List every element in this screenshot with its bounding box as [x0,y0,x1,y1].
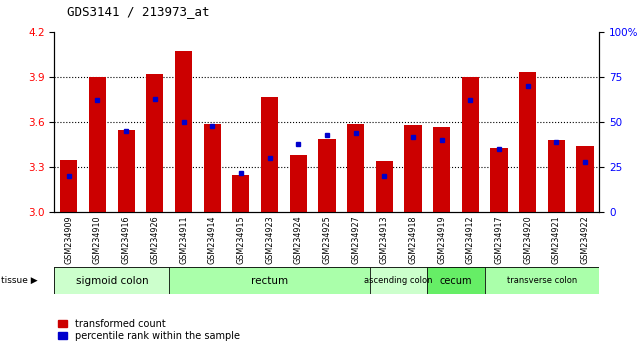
Text: GSM234913: GSM234913 [379,215,388,264]
Bar [576,146,594,212]
Text: GSM234916: GSM234916 [122,215,131,264]
Text: rectum: rectum [251,275,288,286]
Bar [319,139,335,212]
Bar [261,97,278,212]
Text: GSM234920: GSM234920 [523,215,532,264]
Bar [347,124,364,212]
Bar [54,267,169,294]
Bar [428,267,485,294]
Bar [547,140,565,212]
Text: GSM234923: GSM234923 [265,215,274,264]
Text: GSM234912: GSM234912 [466,215,475,264]
Bar [519,73,537,212]
Text: GSM234917: GSM234917 [494,215,503,264]
Text: GSM234918: GSM234918 [408,215,417,264]
Bar [370,267,428,294]
Bar [175,51,192,212]
Text: transverse colon: transverse colon [507,276,577,285]
Text: GSM234921: GSM234921 [552,215,561,264]
Text: GSM234915: GSM234915 [237,215,246,264]
Text: GSM234922: GSM234922 [581,215,590,264]
Text: tissue ▶: tissue ▶ [1,276,38,285]
Text: GSM234909: GSM234909 [64,215,73,264]
Bar [404,125,422,212]
Text: cecum: cecum [440,275,472,286]
Text: GSM234911: GSM234911 [179,215,188,264]
Text: GSM234910: GSM234910 [93,215,102,264]
Text: GSM234927: GSM234927 [351,215,360,264]
Text: ascending colon: ascending colon [364,276,433,285]
Bar [376,161,393,212]
Bar [146,74,163,212]
Text: GSM234919: GSM234919 [437,215,446,264]
Legend: transformed count, percentile rank within the sample: transformed count, percentile rank withi… [54,315,244,345]
Text: GSM234914: GSM234914 [208,215,217,264]
Bar [89,77,106,212]
Text: sigmoid colon: sigmoid colon [76,275,148,286]
Bar [232,175,249,212]
Text: GSM234926: GSM234926 [151,215,160,264]
Bar [433,127,450,212]
Bar [290,155,307,212]
Bar [204,124,221,212]
Bar [60,160,78,212]
Text: GDS3141 / 213973_at: GDS3141 / 213973_at [67,5,210,18]
Bar [462,77,479,212]
Text: GSM234925: GSM234925 [322,215,331,264]
Bar [485,267,599,294]
Bar [169,267,370,294]
Text: GSM234924: GSM234924 [294,215,303,264]
Bar [117,130,135,212]
Bar [490,148,508,212]
